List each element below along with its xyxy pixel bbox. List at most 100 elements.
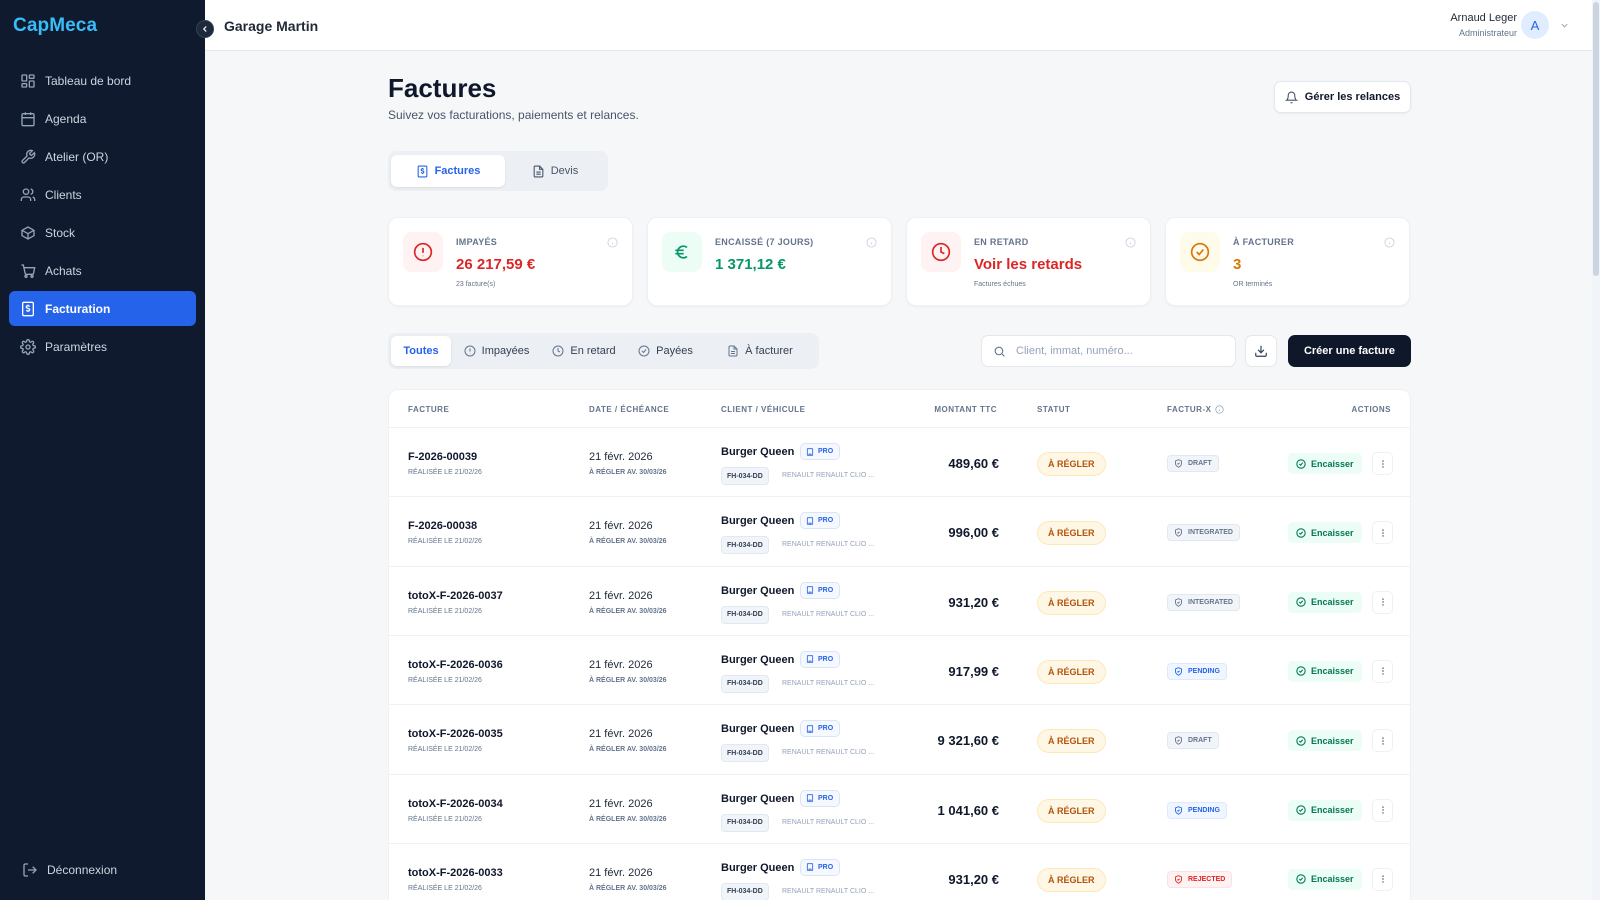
- search-input[interactable]: [1016, 336, 1231, 366]
- collect-payment-label: Encaisser: [1311, 735, 1354, 746]
- sidebar-collapse-button[interactable]: [196, 20, 214, 38]
- manage-reminders-button[interactable]: Gérer les relances: [1274, 81, 1411, 113]
- row-menu-button[interactable]: [1372, 659, 1393, 683]
- invoice-realised-date: RÉALISÉE LE 21/02/26: [408, 884, 482, 892]
- row-menu-button[interactable]: [1372, 867, 1393, 891]
- building-icon: [806, 863, 814, 872]
- logout-button[interactable]: Déconnexion: [22, 862, 117, 878]
- more-vertical-icon: [1378, 805, 1388, 815]
- sidebar-item-stock[interactable]: Stock: [9, 215, 196, 250]
- column-header[interactable]: CLIENT / VÉHICULE: [721, 405, 806, 414]
- invoice-icon: [416, 165, 429, 178]
- page-scrollbar[interactable]: [1592, 0, 1600, 900]
- sidebar-item-label: Paramètres: [45, 339, 108, 354]
- column-header-label: FACTUR-X: [1167, 405, 1212, 414]
- info-icon[interactable]: [866, 237, 877, 248]
- sidebar-item-agenda[interactable]: Agenda: [9, 101, 196, 136]
- collect-payment-button[interactable]: Encaisser: [1288, 730, 1362, 752]
- users-icon: [20, 187, 36, 203]
- row-menu-button[interactable]: [1372, 729, 1393, 753]
- info-icon[interactable]: [1215, 405, 1225, 414]
- row-menu-button[interactable]: [1372, 798, 1393, 822]
- invoice-number[interactable]: totoX-F-2026-0034: [408, 797, 503, 810]
- collect-payment-button[interactable]: Encaisser: [1288, 522, 1362, 544]
- info-icon[interactable]: [1384, 237, 1395, 248]
- table-row[interactable]: totoX-F-2026-0034 RÉALISÉE LE 21/02/26 21 …: [389, 773, 1410, 845]
- invoice-number[interactable]: totoX-F-2026-0036: [408, 658, 503, 671]
- status-badge: À RÉGLER: [1037, 867, 1106, 892]
- column-header[interactable]: STATUT: [1037, 405, 1071, 414]
- sidebar-item-atelier[interactable]: Atelier (OR): [9, 139, 196, 174]
- client-name[interactable]: Burger Queen: [721, 446, 795, 458]
- sidebar-item-label: Achats: [45, 263, 82, 278]
- collect-payment-button[interactable]: Encaisser: [1288, 591, 1362, 613]
- client-name[interactable]: Burger Queen: [721, 723, 795, 736]
- client-name[interactable]: Burger Queen: [721, 792, 795, 805]
- filter-all[interactable]: Toutes: [391, 336, 451, 366]
- facturx-badge: PENDING: [1167, 801, 1227, 819]
- filter-unpaid[interactable]: Impayées: [454, 336, 539, 366]
- user-name[interactable]: Arnaud Leger: [1450, 12, 1517, 24]
- info-icon[interactable]: [607, 237, 618, 248]
- kpi-card-unpaid[interactable]: IMPAYÉS 26 217,59 € 23 facture(s): [388, 217, 633, 306]
- facturx-status: DRAFT: [1188, 737, 1212, 745]
- info-icon[interactable]: [1125, 237, 1136, 248]
- column-header-facturx[interactable]: FACTUR-X: [1167, 405, 1225, 414]
- vehicle-model: RENAULT RENAULT CLIO ...: [782, 472, 875, 479]
- app-logo[interactable]: CapMeca: [13, 15, 98, 36]
- client-name[interactable]: Burger Queen: [721, 515, 795, 528]
- kpi-card-to-invoice[interactable]: À FACTURER 3 OR terminés: [1165, 217, 1410, 306]
- sidebar-item-facturation[interactable]: Facturation: [9, 291, 196, 326]
- table-row[interactable]: totoX-F-2026-0036 RÉALISÉE LE 21/02/26 21 …: [389, 634, 1410, 706]
- kpi-card-overdue[interactable]: EN RETARD Voir les retards Factures échu…: [906, 217, 1151, 306]
- kpi-card-collected[interactable]: ENCAISSÉ (7 JOURS) 1 371,12 €: [647, 217, 892, 306]
- column-header[interactable]: MONTANT TTC: [934, 405, 997, 414]
- client-name[interactable]: Burger Queen: [721, 861, 795, 874]
- kpi-value[interactable]: Voir les retards: [974, 256, 1083, 273]
- invoice-number[interactable]: totoX-F-2026-0037: [408, 589, 503, 602]
- sidebar-item-parametres[interactable]: Paramètres: [9, 329, 196, 364]
- export-button[interactable]: [1245, 335, 1277, 367]
- table-row[interactable]: F-2026-00038 RÉALISÉE LE 21/02/26 21 févr.…: [389, 496, 1410, 567]
- vehicle-model: RENAULT RENAULT CLIO ...: [782, 749, 875, 757]
- table-row[interactable]: totoX-F-2026-0035 RÉALISÉE LE 21/02/26 21 …: [389, 704, 1410, 775]
- invoice-date: 21 févr. 2026: [589, 451, 653, 463]
- create-invoice-button[interactable]: Créer une facture: [1288, 335, 1411, 367]
- filter-label: Impayées: [481, 345, 530, 357]
- filter-paid[interactable]: Payées: [629, 336, 702, 366]
- sidebar-item-clients[interactable]: Clients: [9, 177, 196, 212]
- collect-payment-button[interactable]: Encaisser: [1288, 868, 1362, 890]
- collect-payment-button[interactable]: Encaisser: [1288, 453, 1362, 474]
- tab-devis[interactable]: Devis: [505, 155, 605, 187]
- sidebar-item-dashboard[interactable]: Tableau de bord: [9, 63, 196, 98]
- sidebar-item-achats[interactable]: Achats: [9, 253, 196, 288]
- invoice-number[interactable]: totoX-F-2026-0035: [408, 728, 503, 741]
- invoice-realised-date: RÉALISÉE LE 21/02/26: [408, 607, 482, 615]
- license-plate: FH-034-DD: [721, 605, 769, 624]
- filter-label: Payées: [656, 345, 693, 357]
- collect-payment-button[interactable]: Encaisser: [1288, 660, 1362, 682]
- table-row[interactable]: totoX-F-2026-0037 RÉALISÉE LE 21/02/26 21 …: [389, 565, 1410, 637]
- client-name[interactable]: Burger Queen: [721, 584, 795, 597]
- column-header[interactable]: FACTURE: [408, 405, 450, 414]
- user-role: Administrateur: [1458, 28, 1517, 38]
- scrollbar-thumb[interactable]: [1593, 2, 1599, 276]
- invoice-number[interactable]: totoX-F-2026-0033: [408, 866, 503, 879]
- avatar[interactable]: A: [1521, 11, 1549, 39]
- client-name[interactable]: Burger Queen: [721, 653, 795, 666]
- filter-overdue[interactable]: En retard: [542, 336, 626, 366]
- invoice-number[interactable]: F-2026-00038: [408, 520, 478, 533]
- table-row[interactable]: F-2026-00039 RÉALISÉE LE 21/02/26 21 févr.…: [389, 427, 1410, 498]
- row-menu-button[interactable]: [1372, 590, 1393, 614]
- filter-to-invoice[interactable]: À facturer: [705, 336, 815, 366]
- table-row[interactable]: totoX-F-2026-0033 RÉALISÉE LE 21/02/26 21 …: [389, 842, 1410, 900]
- tab-factures[interactable]: Factures: [391, 155, 505, 187]
- column-header[interactable]: DATE / ÉCHÉANCE: [589, 405, 670, 414]
- collect-payment-button[interactable]: Encaisser: [1288, 799, 1362, 821]
- chevron-down-icon[interactable]: [1559, 20, 1570, 31]
- row-menu-button[interactable]: [1372, 452, 1393, 475]
- invoice-amount: 931,20 €: [948, 871, 999, 887]
- facturx-status: INTEGRATED: [1188, 529, 1233, 537]
- invoice-number[interactable]: F-2026-00039: [408, 451, 478, 463]
- row-menu-button[interactable]: [1372, 521, 1393, 545]
